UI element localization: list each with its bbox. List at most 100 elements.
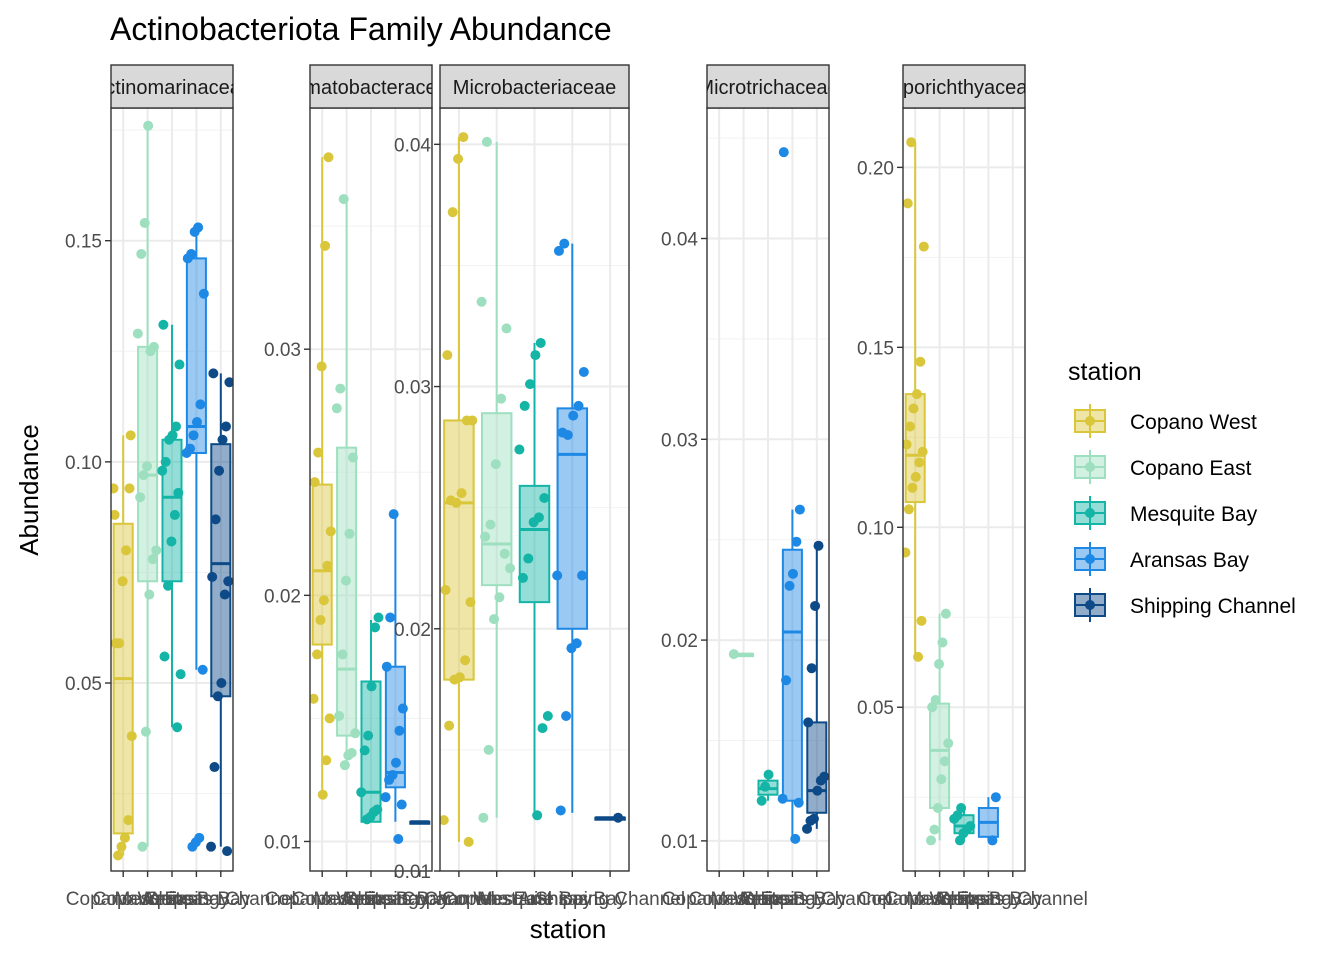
- data-point: [578, 367, 589, 378]
- data-point: [519, 400, 530, 411]
- data-point: [908, 403, 919, 414]
- data-point: [195, 399, 206, 410]
- data-point: [937, 637, 948, 648]
- facet-panel-3: Microbacteriaceae 0.01 0.02 0.03 0.04 Copano …: [394, 64, 685, 910]
- x-tick-label: Mesquite Bay: [906, 889, 1022, 910]
- data-point: [440, 815, 449, 826]
- data-point: [197, 664, 208, 675]
- data-point: [463, 836, 474, 847]
- data-point: [144, 589, 155, 600]
- data-point: [914, 457, 925, 468]
- x-tick-label: Copano West: [858, 889, 973, 910]
- data-point: [182, 253, 193, 264]
- x-tick-label: Shipping Channel: [146, 889, 296, 910]
- data-point: [217, 434, 228, 445]
- legend: station Copano West Copano East Mesquite B…: [1068, 358, 1296, 622]
- data-point: [137, 841, 148, 852]
- data-point: [316, 361, 327, 372]
- data-point: [566, 643, 577, 654]
- data-point: [222, 846, 233, 857]
- data-point: [465, 597, 476, 608]
- data-point: [542, 710, 553, 721]
- data-point: [223, 576, 233, 587]
- data-point: [517, 572, 528, 583]
- data-point: [483, 744, 494, 755]
- data-point: [121, 545, 132, 556]
- data-point: [390, 757, 401, 768]
- legend-key-point: [1085, 554, 1095, 564]
- data-point: [781, 675, 792, 686]
- data-point: [568, 410, 579, 421]
- data-point: [573, 400, 584, 411]
- y-tick-label: 0.02: [661, 631, 698, 652]
- facet-strip-label: Microtrichaceae: [697, 77, 838, 99]
- data-point: [485, 519, 496, 530]
- data-point: [794, 504, 805, 515]
- y-tick-label: 0.10: [857, 518, 894, 539]
- x-tick-label: Mesquite Bay: [710, 889, 826, 910]
- box: [443, 419, 475, 681]
- facet-strip-label: Sporichthyaceae: [890, 77, 1039, 99]
- data-point: [381, 661, 392, 672]
- y-tick-label: 0.20: [857, 158, 894, 179]
- data-point: [903, 198, 913, 209]
- data-point: [936, 774, 947, 785]
- data-point: [334, 710, 345, 721]
- data-point: [388, 509, 399, 520]
- facet-panel-1: Actinomarinaceae 0.05 0.10 0.15 Copano WestC…: [65, 64, 296, 910]
- data-point: [385, 612, 396, 623]
- data-point: [514, 444, 525, 455]
- data-point: [189, 226, 200, 237]
- data-point: [361, 814, 372, 825]
- data-point: [123, 815, 134, 826]
- data-point: [932, 803, 943, 814]
- facet-strip: [902, 64, 1026, 109]
- data-point: [903, 547, 911, 558]
- data-point: [373, 612, 384, 623]
- data-point: [206, 841, 217, 852]
- data-point: [505, 563, 516, 574]
- data-point: [325, 526, 336, 537]
- data-point: [918, 241, 929, 252]
- y-tick-label: 0.01: [394, 862, 431, 883]
- box: [806, 721, 828, 814]
- data-point: [539, 492, 550, 503]
- y-tick-label: 0.15: [65, 232, 102, 253]
- data-point: [380, 792, 391, 803]
- x-tick-label: Mesquite Bay: [477, 889, 593, 910]
- legend-key-4: [1074, 542, 1106, 576]
- data-point: [318, 595, 329, 606]
- legend-key-point: [1085, 462, 1095, 472]
- data-point: [535, 337, 546, 348]
- data-point: [175, 669, 186, 680]
- data-point: [810, 600, 821, 611]
- data-point: [394, 725, 405, 736]
- panel-data: [440, 132, 626, 847]
- x-tick-label: Copano East: [442, 889, 553, 910]
- y-tick-label: 0.05: [65, 674, 102, 695]
- facet-panel-4: Microtrichaceae 0.01 0.02 0.03 0.04 Copano We…: [661, 64, 892, 910]
- data-point: [113, 850, 124, 861]
- facet-strip-label: Ilumatobacteraceae: [283, 77, 459, 99]
- data-point: [347, 452, 358, 463]
- data-point: [338, 194, 349, 205]
- data-point: [778, 147, 789, 158]
- data-point: [815, 775, 826, 786]
- box: [781, 548, 803, 802]
- box: [210, 443, 232, 698]
- data-point: [312, 649, 323, 660]
- data-point: [315, 614, 326, 625]
- data-point: [903, 439, 912, 450]
- data-point: [166, 536, 177, 547]
- data-point: [147, 554, 158, 565]
- data-point: [117, 576, 128, 587]
- x-tick-label: Copano West: [402, 889, 517, 910]
- data-point: [162, 580, 173, 591]
- data-point: [310, 477, 320, 488]
- data-point: [501, 323, 512, 334]
- x-tick-label: Copano West: [662, 889, 777, 910]
- legend-label: Aransas Bay: [1130, 549, 1250, 572]
- data-point: [396, 799, 407, 810]
- y-tick-label: 0.10: [65, 453, 102, 474]
